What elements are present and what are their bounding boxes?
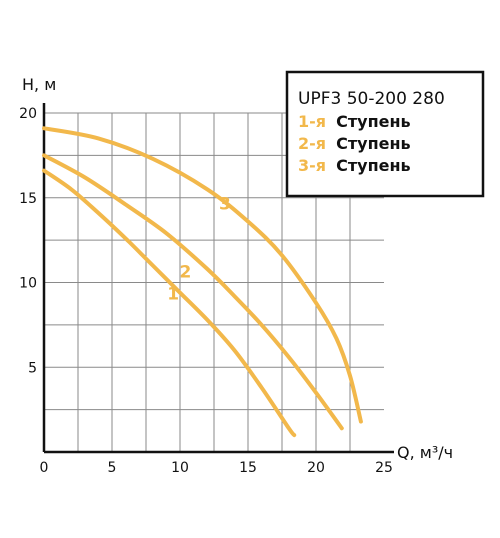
y-axis-label: H, м: [22, 75, 56, 94]
curve-stage-3: [42, 126, 363, 424]
legend: UPF3 50-200 280 1-я Ступень 2-я Ступень …: [285, 70, 485, 198]
legend-title: UPF3 50-200 280: [298, 89, 445, 109]
grid: [44, 112, 384, 452]
axes: [42, 103, 394, 454]
x-tick-label: 20: [307, 460, 325, 476]
curve-stage-1: [42, 168, 297, 438]
legend-entry-3: 3-я Ступень: [298, 156, 411, 175]
curve-stage-2: [42, 153, 344, 431]
curves: [42, 126, 363, 438]
legend-entry-3-text: Ступень: [336, 156, 411, 175]
curve-label-1: 1: [167, 284, 179, 304]
legend-entry-1: 1-я Ступень: [298, 112, 411, 131]
x-tick-label: 15: [239, 460, 257, 476]
legend-entry-1-num: 1-я: [298, 112, 326, 131]
legend-entry-3-num: 3-я: [298, 156, 326, 175]
y-tick-label: 5: [28, 360, 37, 376]
x-tick-label: 5: [108, 460, 117, 476]
curve-labels: 12 3: [167, 195, 231, 305]
x-tick-label: 10: [171, 460, 189, 476]
legend-entry-2: 2-я Ступень: [298, 134, 411, 153]
x-tick-label: 25: [375, 460, 393, 476]
x-axis-label: Q, м³/ч: [397, 443, 453, 462]
y-tick-label: 20: [19, 106, 37, 122]
tick-labels: 0 5 10 15 20 25 5 10 15 20: [19, 106, 393, 476]
curve-label-3: 3: [219, 195, 231, 215]
curve-label-2: 2: [180, 262, 192, 282]
y-tick-label: 10: [19, 276, 37, 292]
x-tick-label: 0: [40, 460, 49, 476]
legend-entry-1-text: Ступень: [336, 112, 411, 131]
legend-entry-2-num: 2-я: [298, 134, 326, 153]
y-tick-label: 15: [19, 191, 37, 207]
legend-entry-2-text: Ступень: [336, 134, 411, 153]
legend-box: [285, 70, 485, 198]
